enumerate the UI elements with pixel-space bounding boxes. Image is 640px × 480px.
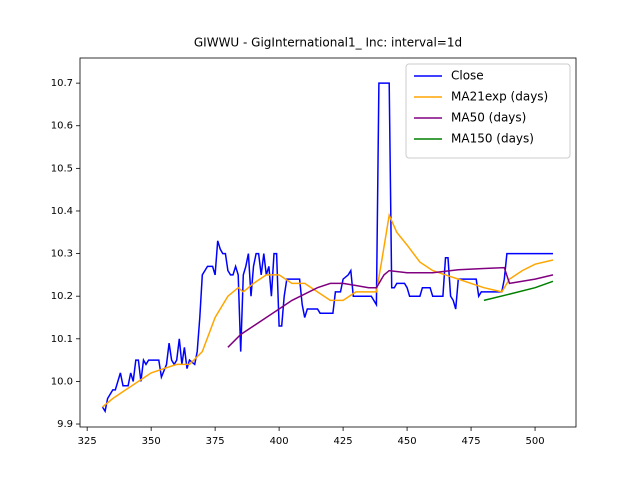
series-line <box>102 212 554 408</box>
series-line <box>483 280 554 302</box>
x-tick-label: 450 <box>398 436 417 447</box>
legend-label: MA150 (days) <box>451 132 534 146</box>
x-tick-label: 350 <box>142 436 161 447</box>
y-tick-label: 10.7 <box>51 78 73 89</box>
x-tick-label: 425 <box>334 436 353 447</box>
x-tick-label: 375 <box>206 436 225 447</box>
x-tick-label: 400 <box>270 436 289 447</box>
y-tick-label: 10.6 <box>51 121 73 132</box>
y-tick-label: 10.1 <box>51 334 73 345</box>
series-line <box>101 82 553 414</box>
x-tick-label: 500 <box>526 436 545 447</box>
x-tick-label: 475 <box>462 436 481 447</box>
plot-frame <box>79 57 577 428</box>
series-line <box>227 266 554 348</box>
x-tick-label: 325 <box>78 436 97 447</box>
y-tick-label: 10.2 <box>51 291 73 302</box>
y-tick-label: 10.3 <box>51 249 73 260</box>
legend-label: Close <box>451 69 484 83</box>
legend-label: MA50 (days) <box>451 111 526 125</box>
y-tick-label: 9.9 <box>57 419 73 430</box>
legend-label: MA21exp (days) <box>451 90 548 104</box>
legend-box <box>405 63 571 159</box>
y-tick-label: 10.5 <box>51 163 73 174</box>
y-tick-label: 10.0 <box>51 376 73 387</box>
y-tick-label: 10.4 <box>51 206 73 217</box>
chart-title: GIWWU - GigInternational1_ Inc: interval… <box>194 36 462 50</box>
